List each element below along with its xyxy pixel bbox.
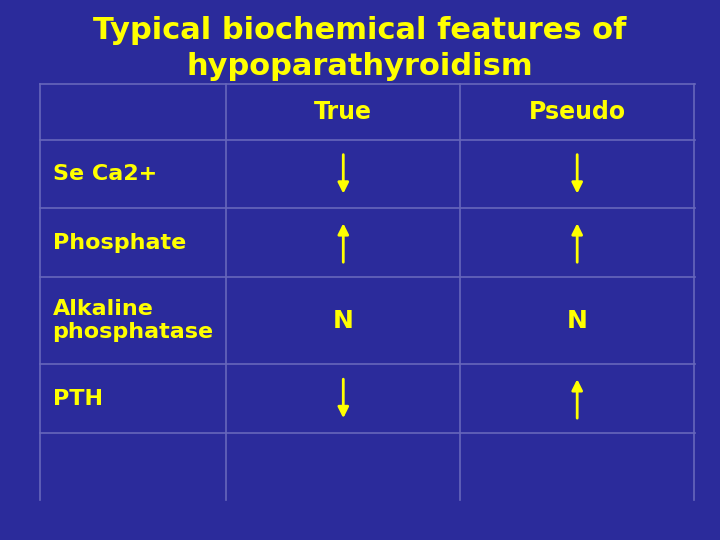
Text: Se Ca2+: Se Ca2+ <box>53 164 157 184</box>
Text: Phosphate: Phosphate <box>53 233 186 253</box>
Text: Typical biochemical features of
hypoparathyroidism: Typical biochemical features of hypopara… <box>94 16 626 81</box>
Text: N: N <box>333 309 354 333</box>
Text: Alkaline
phosphatase: Alkaline phosphatase <box>53 299 214 342</box>
Text: Pseudo: Pseudo <box>528 100 626 124</box>
Text: N: N <box>567 309 588 333</box>
Text: True: True <box>315 100 372 124</box>
Text: PTH: PTH <box>53 389 102 409</box>
